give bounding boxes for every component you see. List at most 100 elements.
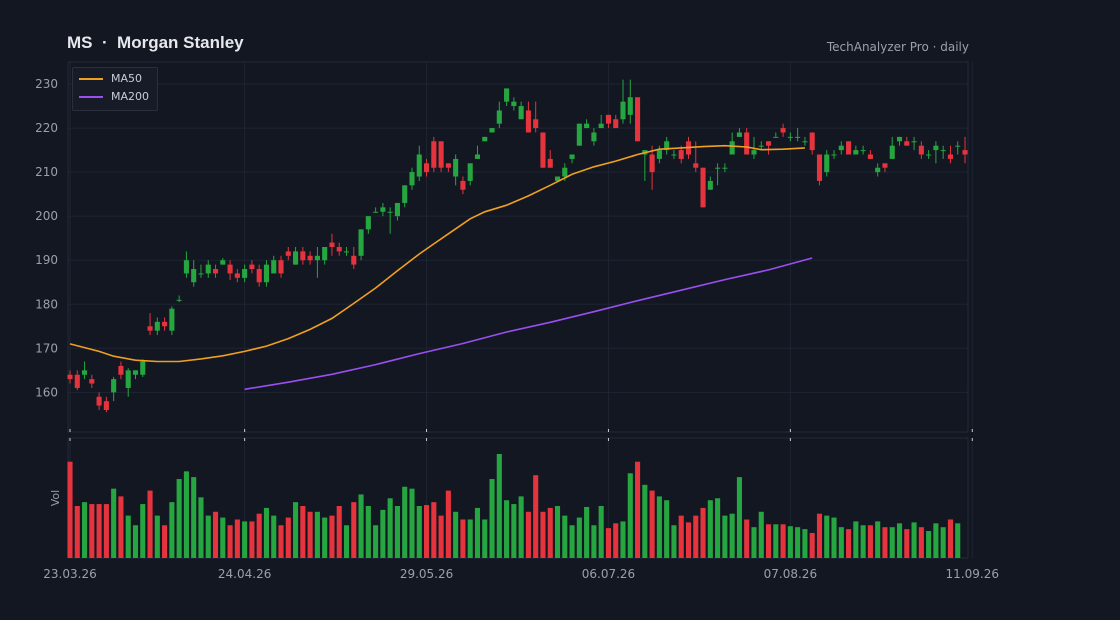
candle [809, 132, 815, 155]
volume-bar [635, 461, 641, 558]
ma50-line [69, 144, 805, 363]
volume-bar [293, 502, 299, 558]
volume-bar [373, 525, 379, 558]
date-tick-label: 11.09.26 [946, 567, 999, 581]
candle-body [293, 251, 299, 265]
candle [103, 396, 109, 413]
candle [169, 306, 175, 336]
candle [853, 145, 859, 155]
candle-body [147, 326, 153, 331]
candle [74, 370, 80, 391]
candle [795, 128, 801, 142]
volume-bar [453, 511, 459, 558]
candle [402, 185, 408, 208]
candle [846, 141, 852, 155]
volume-bar [955, 523, 961, 558]
candle-body [212, 269, 219, 274]
candle [947, 145, 953, 164]
ma200-line [244, 257, 813, 391]
candle [911, 136, 917, 151]
price-panel-frame [67, 61, 969, 433]
volume-bar [82, 502, 88, 558]
legend-swatch-ma50 [79, 78, 103, 80]
candle [176, 295, 182, 303]
candle [387, 207, 393, 234]
candle [620, 79, 626, 124]
volume-bar [620, 521, 626, 558]
price-tick-label: 210 [35, 165, 58, 179]
candle-body [504, 88, 510, 102]
chart-title: MS · Morgan Stanley [67, 33, 244, 52]
candle [518, 101, 524, 120]
candle-body [271, 260, 277, 274]
volume-bar [227, 525, 233, 558]
candle-body [773, 136, 779, 138]
volume-bar [584, 506, 590, 558]
candle [460, 176, 466, 195]
candle-body [809, 132, 815, 151]
candle [700, 167, 706, 208]
volume-bar [343, 525, 350, 558]
candle-body [263, 264, 270, 283]
volume-bar [533, 475, 539, 558]
candle-body [853, 150, 859, 155]
candle [125, 368, 131, 397]
volume-bar [831, 517, 837, 558]
candle-body [562, 167, 568, 177]
candle-body [896, 136, 903, 142]
candle [758, 141, 764, 151]
volume-bar [947, 519, 953, 558]
volume-bar [307, 511, 313, 558]
volume-bar [285, 517, 291, 558]
volume-bar [554, 506, 561, 558]
candle [263, 260, 270, 287]
volume-bar [926, 531, 932, 558]
date-tick-label: 07.08.26 [764, 567, 817, 581]
candle-body [787, 136, 793, 138]
volume-bar [751, 527, 757, 558]
candle [860, 145, 866, 155]
candle-body [860, 150, 866, 152]
volume-bar [896, 523, 903, 558]
candle-body [74, 374, 80, 388]
volume-bar [220, 517, 226, 558]
volume-bar [423, 505, 430, 558]
candle-body [846, 141, 852, 155]
candle [365, 216, 371, 234]
candle [875, 163, 881, 177]
volume-bar [904, 529, 910, 558]
legend-label-ma200: MA200 [111, 90, 150, 103]
date-tick-label: 23.03.26 [43, 567, 96, 581]
candle-body [322, 247, 328, 261]
candle [547, 150, 553, 168]
volume-bar [103, 504, 109, 558]
candle [300, 247, 306, 265]
candle [162, 317, 168, 331]
volume-bar [416, 506, 422, 558]
candle [787, 132, 793, 142]
volume-bar [940, 527, 946, 558]
candle-body [795, 136, 801, 138]
candle-body [460, 180, 466, 190]
volume-axis-label: Vol [49, 490, 62, 506]
volume-bar [380, 509, 386, 558]
candle-body [380, 207, 386, 212]
candle-body [198, 273, 204, 275]
candle [445, 163, 451, 173]
candle [540, 132, 546, 168]
candle [431, 136, 437, 173]
volume-bar [518, 496, 524, 558]
candle [598, 114, 604, 129]
candle-body [249, 264, 255, 270]
volume-bar [722, 515, 728, 558]
candle-body [467, 163, 473, 181]
candle-body [664, 141, 670, 151]
candle [438, 141, 444, 173]
candle-body [926, 154, 932, 156]
volume-bar [336, 506, 342, 558]
volume-bar [853, 521, 859, 558]
volume-bar [911, 522, 917, 558]
candle-body [285, 251, 291, 256]
volume-bar [351, 502, 357, 558]
